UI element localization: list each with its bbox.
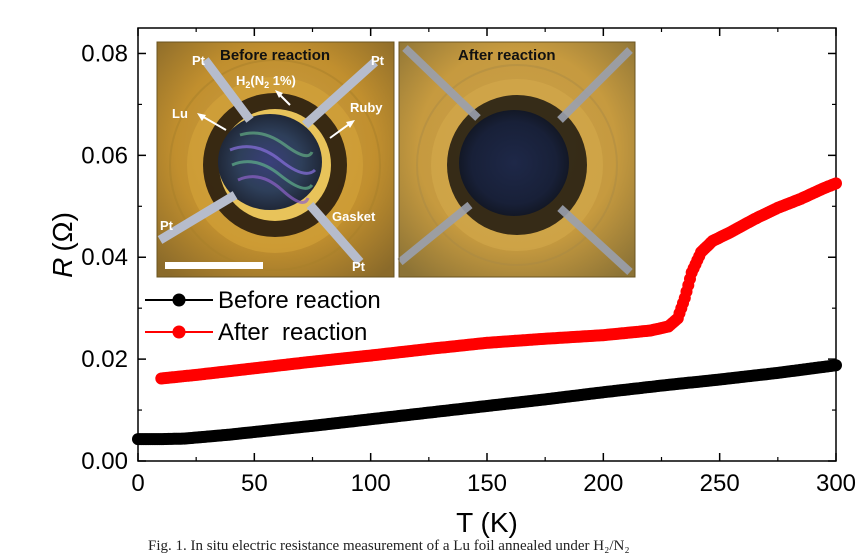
axis-ticks	[137, 28, 837, 462]
inset-label-pt-top-right: Pt	[371, 53, 385, 68]
y-axis-symbol: R	[47, 258, 78, 278]
y-tick-label: 0.08	[81, 40, 128, 67]
x-tick-label: 200	[583, 470, 623, 497]
x-tick-label: 150	[467, 470, 507, 497]
x-tick-label: 50	[241, 470, 268, 497]
x-tick-label: 300	[816, 470, 856, 497]
x-tick-label: 0	[131, 470, 144, 497]
inset-photo-before: Before reaction Pt Pt Pt Pt Lu Ruby Gask…	[156, 41, 395, 278]
series-1	[155, 177, 842, 385]
y-tick-label: 0.04	[81, 244, 128, 271]
y-tick-labels: 0.00 0.02 0.04 0.06 0.08	[81, 40, 128, 475]
figure-caption: Fig. 1. In situ electric resistance meas…	[148, 538, 630, 554]
y-tick-label: 0.00	[81, 448, 128, 475]
x-axis-title: T (K)	[456, 507, 518, 538]
x-tick-label: 250	[700, 470, 740, 497]
inset-label-gas: H2(N2 1%)	[236, 73, 296, 90]
scale-bar	[165, 262, 263, 269]
x-tick-labels: 0 50 100 150 200 250 300	[131, 470, 856, 497]
series-0	[132, 359, 842, 446]
legend-marker-before	[172, 293, 186, 307]
inset-label-ruby: Ruby	[350, 100, 383, 115]
y-tick-label: 0.06	[81, 142, 128, 169]
legend-marker-after	[172, 325, 186, 339]
legend-label-before: Before reaction	[218, 287, 381, 314]
data-point	[830, 359, 842, 372]
y-axis-title: R (Ω)	[47, 212, 78, 278]
y-tick-label: 0.02	[81, 346, 128, 373]
inset-label-pt-top-left: Pt	[192, 53, 206, 68]
legend-label-after: After reaction	[218, 319, 367, 346]
x-tick-label: 100	[351, 470, 391, 497]
y-axis-unit: (Ω)	[47, 212, 78, 252]
inset-title-before: Before reaction	[220, 47, 330, 64]
inset-label-pt-bottom-left: Pt	[160, 218, 174, 233]
inset-label-pt-bottom-right: Pt	[352, 259, 366, 274]
inset-title-after: After reaction	[458, 47, 556, 64]
inset-photo-after: After reaction	[397, 41, 636, 278]
data-point	[830, 177, 842, 190]
data-series	[132, 177, 842, 446]
inset-label-gasket: Gasket	[332, 209, 376, 224]
inset-label-lu: Lu	[172, 106, 188, 121]
legend: Before reaction After reaction	[145, 287, 381, 346]
